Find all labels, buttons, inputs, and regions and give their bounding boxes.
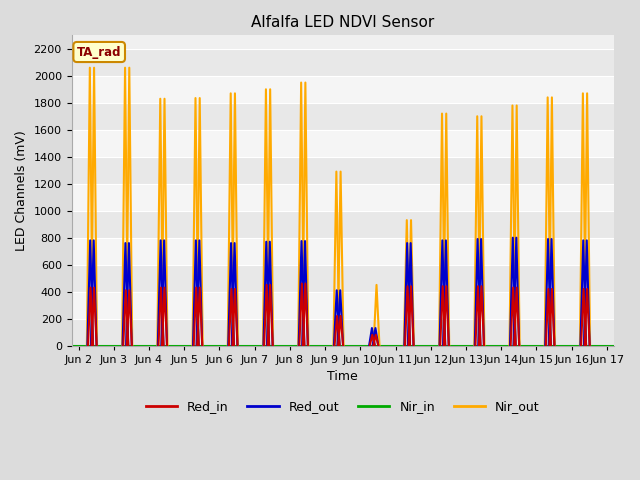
Bar	[72, 103, 614, 130]
Bar	[72, 130, 614, 157]
Y-axis label: LED Channels (mV): LED Channels (mV)	[15, 130, 28, 251]
Bar	[72, 238, 614, 264]
Bar	[72, 157, 614, 184]
Text: TA_rad: TA_rad	[77, 46, 122, 59]
Title: Alfalfa LED NDVI Sensor: Alfalfa LED NDVI Sensor	[251, 15, 435, 30]
Bar	[72, 319, 614, 346]
Bar	[72, 49, 614, 76]
Bar	[72, 292, 614, 319]
Bar	[72, 184, 614, 211]
Bar	[72, 211, 614, 238]
X-axis label: Time: Time	[327, 370, 358, 383]
Bar	[72, 264, 614, 292]
Legend: Red_in, Red_out, Nir_in, Nir_out: Red_in, Red_out, Nir_in, Nir_out	[141, 396, 545, 418]
Bar	[72, 76, 614, 103]
